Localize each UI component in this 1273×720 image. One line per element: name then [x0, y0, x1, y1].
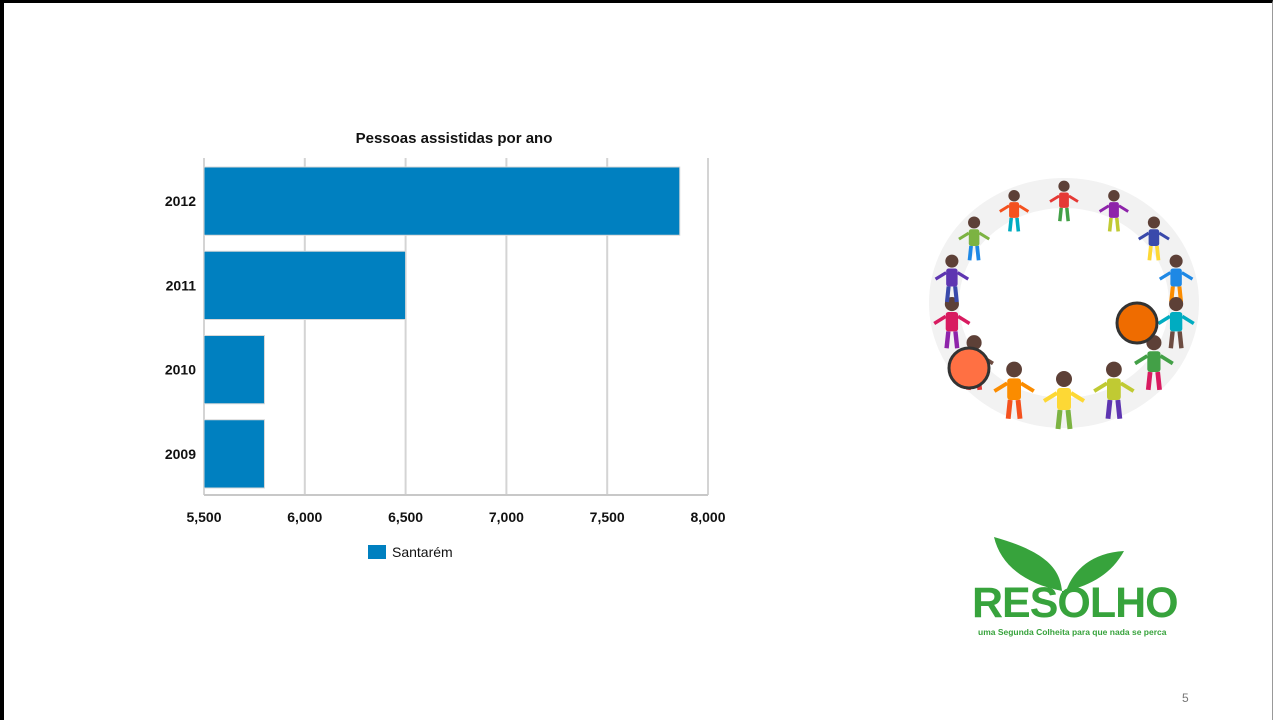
x-axis-labels: 5,500 6,000 6,500 7,000 7,500 8,000 — [186, 509, 725, 525]
x-tick-label: 6,500 — [388, 509, 423, 525]
legend: Santarém — [368, 544, 453, 560]
logo-tagline: uma Segunda Colheita para que nada se pe… — [978, 627, 1167, 637]
y-tick-label: 2009 — [165, 446, 196, 462]
bar-2009 — [203, 419, 265, 489]
x-tick-label: 7,000 — [489, 509, 524, 525]
resolho-logo: RESOLHO uma Segunda Colheita para que na… — [962, 533, 1179, 645]
legend-swatch — [368, 545, 386, 559]
y-axis-labels: 2012 2011 2010 2009 — [165, 193, 196, 462]
chart-title: Pessoas assistidas por ano — [356, 130, 553, 147]
bar-2011 — [203, 250, 407, 320]
page-number: 5 — [1182, 691, 1189, 705]
logo-wordmark: RESOLHO — [972, 579, 1179, 627]
x-tick-label: 7,500 — [590, 509, 625, 525]
y-tick-label: 2010 — [165, 362, 196, 378]
y-tick-label: 2012 — [165, 193, 196, 209]
legend-label: Santarém — [392, 544, 453, 560]
x-tick-label: 5,500 — [186, 509, 221, 525]
children-holding-hands-circle-icon — [929, 178, 1199, 430]
x-tick-label: 6,000 — [287, 509, 322, 525]
bars — [203, 166, 681, 489]
leaf-icon — [994, 537, 1124, 593]
bar-2012 — [203, 166, 681, 236]
y-tick-label: 2011 — [166, 277, 197, 293]
x-tick-label: 8,000 — [690, 509, 725, 525]
bar-2010 — [203, 335, 265, 405]
bar-chart: Pessoas assistidas por ano 2012201120102… — [165, 130, 726, 560]
